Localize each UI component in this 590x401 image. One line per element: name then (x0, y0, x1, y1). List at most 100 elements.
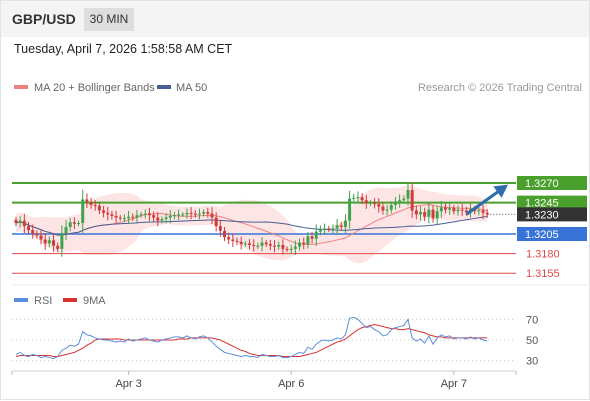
candle-body (452, 208, 456, 212)
candle-body (373, 202, 377, 205)
candle-body (218, 226, 222, 231)
candle-body (56, 245, 60, 249)
candle-body (35, 233, 39, 236)
candle-body (231, 239, 235, 242)
candle-body (356, 197, 360, 199)
candle-body (248, 243, 252, 245)
ma50-legend-swatch (157, 85, 171, 89)
candle-body (323, 228, 327, 230)
candle-body (156, 217, 160, 221)
forecast-arrow (465, 184, 509, 216)
candle-body (77, 223, 81, 225)
candle-body (339, 225, 343, 227)
last-price: 1.3230 (487, 207, 587, 222)
candle-body (168, 215, 172, 218)
candle-body (393, 201, 397, 205)
x-tick-label: Apr 7 (441, 378, 467, 390)
candle-body (64, 226, 68, 234)
candle-body (414, 210, 418, 215)
candle-body (298, 242, 302, 247)
candle-body (423, 212, 427, 217)
level-tag-1.3205 (517, 227, 587, 241)
datetime-label: Tuesday, April 7, 2026 1:58:58 AM CET (14, 42, 233, 56)
candle-body (227, 237, 231, 240)
candle-body (47, 240, 51, 244)
candle-body (106, 212, 110, 215)
candle-body (110, 214, 114, 216)
candle-body (114, 215, 118, 218)
candle-body (135, 215, 139, 218)
last-price-label: 1.3230 (525, 209, 559, 221)
candle-body (481, 210, 485, 213)
candle-body (444, 207, 448, 210)
rsi-ma-legend-label: 9MA (83, 295, 106, 307)
candle-body (197, 213, 201, 215)
candle-body (118, 217, 122, 219)
candle-body (406, 190, 410, 199)
candle-body (264, 242, 268, 245)
candle-body (439, 207, 443, 212)
candle-body (268, 244, 272, 246)
rsi-tick-70: 70 (526, 314, 538, 326)
candle-body (402, 198, 406, 201)
candle-body (343, 220, 347, 227)
level-tag-1.3245 (517, 195, 587, 210)
candle-body (289, 248, 293, 250)
candle-body (210, 213, 214, 218)
candle-body (206, 212, 210, 214)
bollinger-band (16, 184, 488, 264)
candle-body (202, 212, 206, 214)
candle-body (335, 225, 339, 229)
candle-body (127, 216, 131, 219)
candle-body (427, 209, 431, 217)
candle-body (360, 197, 364, 201)
candle-body (302, 242, 306, 245)
candle-body (14, 219, 18, 224)
candle-body (252, 244, 256, 246)
candle-body (81, 199, 85, 224)
x-tick-label: Apr 6 (278, 378, 304, 390)
candle-body (181, 214, 185, 216)
candle-body (52, 240, 56, 246)
header-bar: GBP/USD 30 MIN (1, 1, 589, 37)
rsi-legend-swatch (14, 298, 28, 302)
candle-body (160, 219, 164, 221)
level-label-1.3205: 1.3205 (525, 229, 559, 241)
candle-body (293, 246, 297, 249)
candle-body (239, 241, 243, 245)
candle-body (273, 245, 277, 247)
candle-body (60, 233, 64, 249)
candle-body (243, 243, 247, 245)
rsi-ma-line (15, 323, 488, 358)
candle-body (139, 214, 143, 216)
candle-body (306, 236, 310, 245)
candle-body (43, 239, 47, 244)
rsi-line (15, 316, 488, 360)
timeframe-button[interactable]: 30 MIN (84, 8, 134, 31)
candle-body (235, 241, 239, 243)
candle-body (314, 231, 318, 239)
level-label-1.3270: 1.3270 (525, 178, 559, 190)
candle-body (256, 245, 260, 247)
candle-body (189, 212, 193, 214)
candle-body (193, 213, 197, 215)
candle-body (460, 209, 464, 211)
candle-body (448, 208, 452, 210)
rsi-legend-label: RSI (34, 295, 52, 307)
candle-body (435, 211, 439, 219)
candle-body (352, 197, 356, 199)
candle-body (97, 205, 101, 211)
candle-body (285, 248, 289, 250)
rsi-panel: 70 50 30 (12, 314, 538, 368)
candle-body (85, 199, 89, 202)
candle-body (277, 244, 281, 247)
level-tag-1.3270 (517, 176, 587, 190)
candle-body (318, 229, 322, 232)
candle-body (152, 215, 156, 218)
candle-body (310, 236, 314, 239)
candle-body (131, 216, 135, 218)
ma50-legend-label: MA 50 (176, 82, 207, 94)
attribution-text: Research © 2026 Trading Central (418, 82, 582, 94)
candle-body (164, 217, 168, 220)
